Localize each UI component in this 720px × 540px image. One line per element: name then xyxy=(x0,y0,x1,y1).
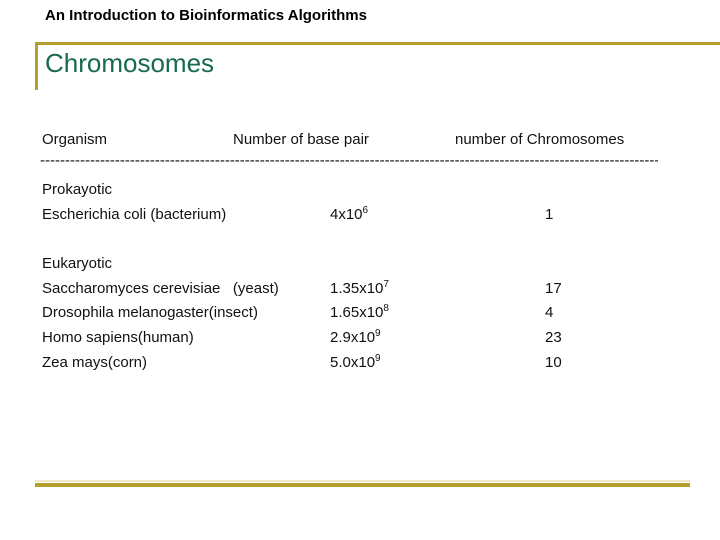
base-pair-exponent: 6 xyxy=(362,205,369,216)
organism-name: Escherichia coli (bacterium) xyxy=(42,206,227,223)
bottom-gold-rule xyxy=(35,483,690,487)
group-label-eukaryotic: Eukaryotic xyxy=(0,255,720,275)
top-gold-rule xyxy=(35,42,720,45)
chromosome-count: 10 xyxy=(545,354,562,371)
base-pair-mantissa: 1.35x10 xyxy=(330,280,384,297)
chromosome-count: 1 xyxy=(545,206,554,223)
table-separator: ----------------------------------------… xyxy=(40,152,658,169)
table-header-row: Organism Number of base pair number of C… xyxy=(0,131,720,151)
base-pair-mantissa: 1.65x10 xyxy=(330,304,384,321)
base-pair-mantissa: 4x10 xyxy=(330,206,363,223)
organism-name: Homo sapiens(human) xyxy=(42,329,194,346)
base-pair-exponent: 8 xyxy=(383,303,389,314)
base-pair-mantissa: 5.0x10 xyxy=(330,354,376,371)
table-row: Saccharomyces cerevisiae (yeast) 1.35x10… xyxy=(0,279,720,300)
table-row: Zea mays(corn) 5.0x109 10 xyxy=(0,353,720,374)
base-pair-mantissa: 2.9x10 xyxy=(330,329,376,346)
base-pair-value: 1.65x108 xyxy=(330,303,389,321)
table-row: Homo sapiens(human) 2.9x109 23 xyxy=(0,328,720,349)
base-pair-value: 5.0x109 xyxy=(330,353,381,371)
chromosome-count: 17 xyxy=(545,280,562,297)
page-title: Chromosomes xyxy=(45,48,215,78)
base-pair-value: 1.35x107 xyxy=(330,279,389,297)
table-row: Escherichia coli (bacterium) 4x106 1 xyxy=(0,205,720,226)
base-pair-exponent: 9 xyxy=(375,353,381,364)
chromosome-count: 23 xyxy=(545,329,562,346)
group-label: Eukaryotic xyxy=(42,255,113,272)
organism-name: Saccharomyces cerevisiae (yeast) xyxy=(42,280,279,297)
organism-name: Zea mays(corn) xyxy=(42,354,148,371)
course-header: An Introduction to Bioinformatics Algori… xyxy=(45,7,367,24)
left-gold-rule xyxy=(35,42,38,90)
column-header-base-pair: Number of base pair xyxy=(233,131,369,148)
organism-name: Drosophila melanogaster(insect) xyxy=(42,304,258,321)
base-pair-value: 4x106 xyxy=(330,205,369,223)
base-pair-exponent: 7 xyxy=(383,279,389,290)
column-header-organism: Organism xyxy=(42,131,108,148)
base-pair-value: 2.9x109 xyxy=(330,328,381,346)
bottom-gold-rule-highlight xyxy=(35,480,690,482)
group-label: Prokayotic xyxy=(42,181,113,198)
group-label-prokayotic: Prokayotic xyxy=(0,181,720,201)
base-pair-exponent: 9 xyxy=(375,328,381,339)
column-header-chromosomes: number of Chromosomes xyxy=(455,131,625,148)
table-row: Drosophila melanogaster(insect) 1.65x108… xyxy=(0,303,720,324)
chromosome-count: 4 xyxy=(545,304,554,321)
